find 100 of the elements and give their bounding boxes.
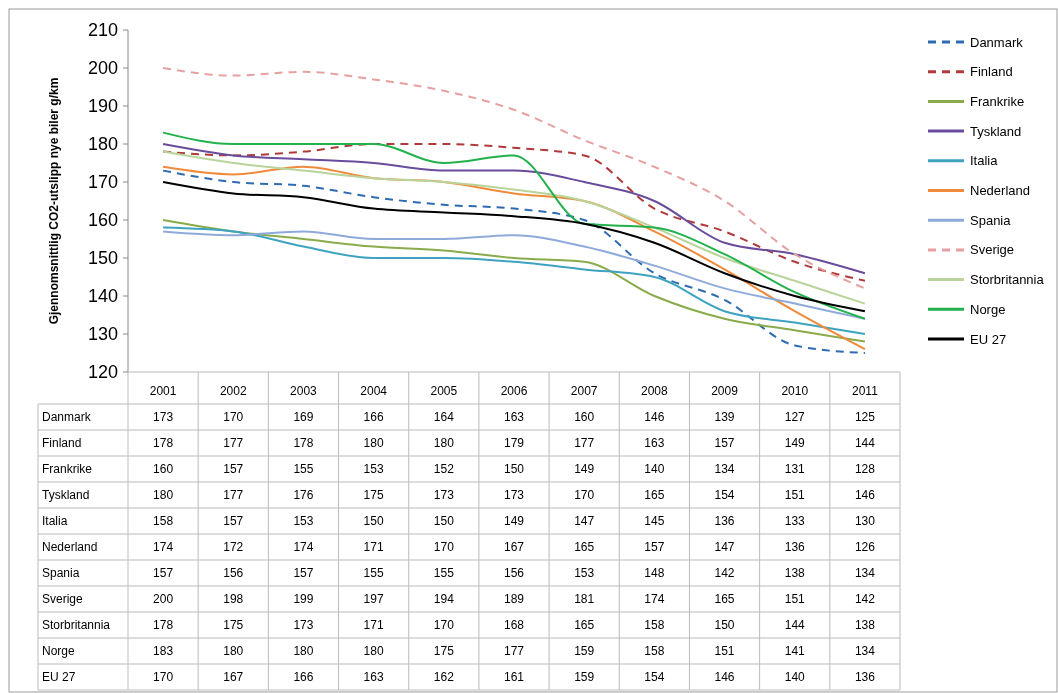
- x-tick-label: 2008: [641, 384, 669, 398]
- data-label: 145: [644, 514, 665, 528]
- data-label: 170: [433, 540, 455, 554]
- data-label: 159: [574, 644, 595, 658]
- data-label: 147: [574, 514, 595, 528]
- data-label: 146: [714, 670, 735, 684]
- y-tick-label: 180: [87, 134, 118, 155]
- data-label: 171: [363, 540, 384, 554]
- data-label: 139: [714, 410, 735, 424]
- data-label: 178: [153, 618, 174, 632]
- data-label: 144: [854, 436, 876, 450]
- data-label: 153: [363, 462, 384, 476]
- data-label: 173: [153, 410, 174, 424]
- data-label: 126: [854, 540, 876, 554]
- data-label: 158: [644, 644, 665, 658]
- legend-label: EU 27: [970, 331, 1007, 347]
- data-label: 194: [433, 592, 455, 606]
- data-label: 138: [784, 566, 806, 580]
- data-label: 177: [574, 436, 595, 450]
- legend-label: Finland: [970, 64, 1013, 80]
- data-label: 168: [503, 618, 525, 632]
- data-label: 169: [293, 410, 314, 424]
- data-label: 155: [433, 566, 455, 580]
- data-label: 166: [363, 410, 384, 424]
- text: Storbritannia: [42, 618, 111, 632]
- data-label: 172: [223, 540, 244, 554]
- data-label: 181: [574, 592, 595, 606]
- data-label: 130: [854, 514, 876, 528]
- y-tick-label: 170: [87, 172, 118, 193]
- y-axis-title: Gjennomsnittlig CO2-utslipp nye biler g/km: [47, 77, 61, 325]
- x-tick-label: 2006: [500, 384, 528, 398]
- data-label: 151: [714, 644, 735, 658]
- data-label: 180: [223, 644, 244, 658]
- data-label: 136: [714, 514, 735, 528]
- data-label: 141: [784, 644, 806, 658]
- data-label: 136: [784, 540, 806, 554]
- data-label: 156: [503, 566, 525, 580]
- data-label: 164: [433, 410, 455, 424]
- data-label: 174: [644, 592, 665, 606]
- x-tick-label: 2004: [360, 384, 388, 398]
- data-label: 166: [293, 670, 314, 684]
- data-label: 155: [363, 566, 384, 580]
- data-label: 177: [503, 644, 525, 658]
- x-tick-label: 2001: [149, 384, 177, 398]
- data-label: 163: [363, 670, 384, 684]
- y-tick-label: 120: [87, 362, 118, 383]
- data-label: 148: [644, 566, 665, 580]
- data-label: 134: [854, 644, 876, 658]
- data-label: 157: [714, 436, 735, 450]
- y-tick-label: 130: [87, 324, 118, 345]
- text: Norge: [42, 644, 75, 658]
- line-series: [162, 181, 866, 313]
- text: Sverige: [42, 592, 83, 606]
- text: Tyskland: [42, 488, 90, 502]
- data-label: 157: [153, 566, 174, 580]
- data-label: 144: [784, 618, 806, 632]
- data-label: 152: [433, 462, 455, 476]
- line-series: [162, 230, 866, 320]
- data-label: 160: [574, 410, 595, 424]
- data-label: 156: [223, 566, 244, 580]
- data-label: 180: [363, 644, 384, 658]
- data-label: 134: [854, 566, 876, 580]
- data-label: 155: [293, 462, 314, 476]
- data-label: 154: [644, 670, 665, 684]
- legend-label: Norge: [970, 301, 1006, 317]
- data-label: 175: [363, 488, 384, 502]
- data-label: 174: [153, 540, 174, 554]
- data-label: 159: [574, 670, 595, 684]
- data-label: 142: [714, 566, 735, 580]
- x-tick-label: 2005: [430, 384, 458, 398]
- data-label: 175: [433, 644, 455, 658]
- data-label: 134: [714, 462, 735, 476]
- data-label: 176: [293, 488, 314, 502]
- data-label: 157: [644, 540, 665, 554]
- data-label: 197: [363, 592, 384, 606]
- data-label: 170: [433, 618, 455, 632]
- data-label: 147: [714, 540, 735, 554]
- data-label: 175: [223, 618, 244, 632]
- data-label: 163: [503, 410, 525, 424]
- data-label: 151: [784, 592, 806, 606]
- data-label: 183: [153, 644, 174, 658]
- x-tick-label: 2010: [781, 384, 809, 398]
- text: Danmark: [42, 410, 91, 424]
- text: Italia: [42, 514, 68, 528]
- data-label: 180: [153, 488, 174, 502]
- data-label: 125: [854, 410, 876, 424]
- data-label: 157: [223, 514, 244, 528]
- data-label: 151: [784, 488, 806, 502]
- data-label: 160: [153, 462, 174, 476]
- data-label: 140: [644, 462, 665, 476]
- data-label: 167: [223, 670, 244, 684]
- data-label: 150: [433, 514, 455, 528]
- data-label: 149: [784, 436, 806, 450]
- data-label: 170: [574, 488, 595, 502]
- data-label: 198: [223, 592, 244, 606]
- data-label: 179: [503, 436, 525, 450]
- data-label: 153: [574, 566, 595, 580]
- legend-label: Tyskland: [970, 123, 1022, 139]
- data-label: 150: [503, 462, 525, 476]
- data-label: 171: [363, 618, 384, 632]
